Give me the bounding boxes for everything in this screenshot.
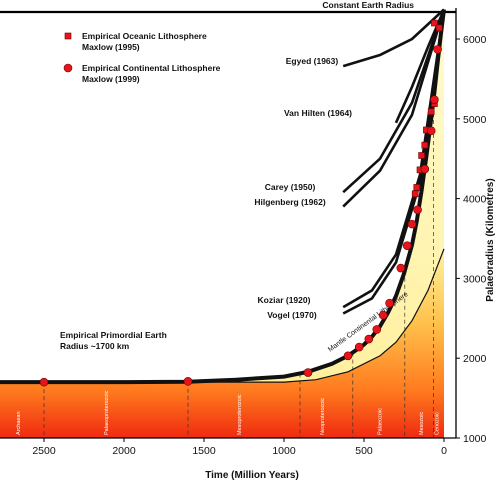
data-points xyxy=(39,19,443,387)
x-tick-label: 2500 xyxy=(32,445,56,457)
continental-point xyxy=(354,342,364,352)
continental-point xyxy=(430,95,439,104)
author-curve xyxy=(342,9,446,315)
y-axis-ticks: 1000 2000 3000 4000 5000 6000 xyxy=(456,34,487,445)
era-label: Palaeoproterozoic xyxy=(104,390,110,435)
continental-point xyxy=(183,377,193,386)
author-curve xyxy=(342,8,445,68)
oceanic-point xyxy=(435,24,443,32)
continental-point xyxy=(39,377,49,387)
x-tick-label: 2000 xyxy=(112,445,136,457)
author-curve-label: Koziar (1920) xyxy=(258,295,311,305)
y-tick-label: 3000 xyxy=(463,273,487,285)
oceanic-point xyxy=(413,184,421,191)
y-axis-label: Palaeoradius (Kilometres) xyxy=(485,178,496,301)
x-axis-label: Time (Million Years) xyxy=(205,470,299,481)
continental-point xyxy=(372,325,382,334)
earth-fill-layer xyxy=(0,9,444,438)
era-label: Neoproterozoic xyxy=(320,397,326,435)
era-boundaries: Archaean Palaeoproterozoic Mesoproterozoic… xyxy=(16,99,441,438)
legend-label: Maxlow (1999) xyxy=(82,74,140,84)
continental-point xyxy=(402,241,412,250)
continental-point xyxy=(413,205,422,215)
y-tick-label: 4000 xyxy=(463,194,487,206)
y-tick-label: 1000 xyxy=(463,433,487,445)
y-tick-label: 5000 xyxy=(463,114,487,126)
era-label: Mesozoic xyxy=(419,412,425,435)
oceanic-point xyxy=(427,108,435,115)
oceanic-point xyxy=(418,152,425,159)
continental-point xyxy=(426,126,436,136)
author-curve-label: Carey (1950) xyxy=(265,182,316,192)
legend-label: Empirical Oceanic Lithosphere xyxy=(82,31,207,41)
primordial-label-line1: Empirical Primordial Earth xyxy=(60,330,167,340)
author-curve-label: Van Hilten (1964) xyxy=(284,108,352,118)
y-tick-label: 2000 xyxy=(463,353,487,365)
continental-point xyxy=(385,298,394,308)
era-label: Mesoproterozoic xyxy=(237,394,243,435)
x-tick-label: 500 xyxy=(355,445,373,457)
author-curve-label: Vogel (1970) xyxy=(267,310,317,320)
oceanic-point xyxy=(421,141,429,149)
legend-circle-marker xyxy=(63,63,73,73)
oceanic-point xyxy=(411,190,419,198)
mantle-boundary-curve xyxy=(0,248,445,383)
primordial-label-line2: Radius ~1700 km xyxy=(60,341,130,351)
continental-point xyxy=(420,164,430,174)
author-curve xyxy=(342,9,446,208)
author-curves: Egyed (1963) Van Hilten (1964) Carey (1950… xyxy=(254,8,446,320)
author-curve xyxy=(342,9,446,194)
legend-label: Maxlow (1995) xyxy=(82,42,140,52)
continental-point xyxy=(396,263,406,273)
legend-label: Empirical Continental Lithosphere xyxy=(82,63,221,73)
continental-point xyxy=(364,334,374,344)
continental-point xyxy=(303,368,313,377)
constant-earth-radius-label: Constant Earth Radius xyxy=(322,0,414,10)
x-tick-label: 1500 xyxy=(192,445,216,457)
continental-point xyxy=(343,351,353,361)
author-curve-label: Egyed (1963) xyxy=(286,56,339,66)
era-label: Palaeozoic xyxy=(378,408,384,435)
era-label: Cenozoic xyxy=(435,412,441,435)
lithosphere-fill xyxy=(0,248,444,438)
continental-point xyxy=(433,45,442,54)
x-tick-label: 0 xyxy=(441,445,447,457)
oceanic-point xyxy=(431,19,438,27)
continental-point xyxy=(407,219,417,229)
legend-square-marker xyxy=(64,32,72,40)
y-tick-label: 6000 xyxy=(463,34,487,46)
x-tick-label: 1000 xyxy=(272,445,296,457)
continental-point xyxy=(378,310,388,320)
author-curve-label: Hilgenberg (1962) xyxy=(254,197,325,207)
era-label: Archaean xyxy=(16,411,22,435)
x-axis-ticks: 2500 2000 1500 1000 500 0 xyxy=(32,438,447,457)
